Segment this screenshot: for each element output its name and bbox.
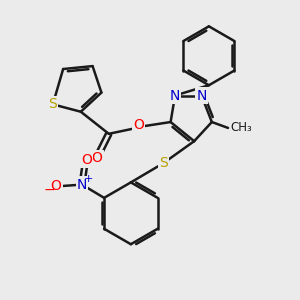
Text: O: O	[133, 118, 144, 132]
Text: N: N	[196, 88, 207, 103]
Text: O: O	[81, 153, 92, 166]
Text: +: +	[84, 174, 93, 184]
Text: CH₃: CH₃	[230, 122, 252, 134]
Text: O: O	[51, 179, 62, 193]
Text: N: N	[170, 88, 180, 103]
Text: S: S	[49, 98, 57, 111]
Text: S: S	[159, 156, 168, 170]
Text: O: O	[92, 151, 102, 165]
Text: N: N	[77, 178, 87, 192]
Text: −: −	[43, 183, 55, 196]
